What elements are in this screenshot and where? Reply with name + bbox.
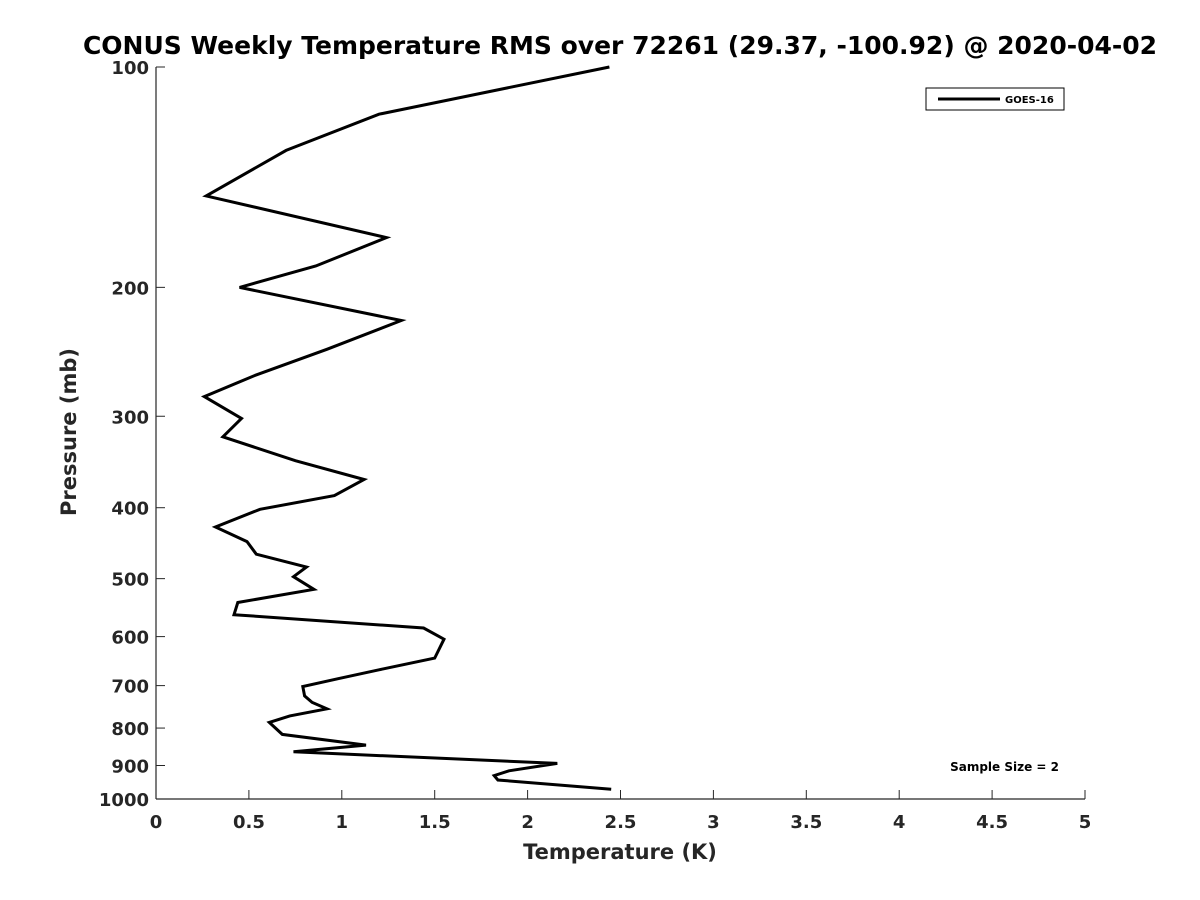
y-tick-label: 500 xyxy=(111,570,149,591)
x-tick-label: 1 xyxy=(336,812,349,833)
y-tick-label: 1000 xyxy=(99,790,149,811)
y-tick-label: 900 xyxy=(111,757,149,778)
x-tick-label: 0.5 xyxy=(233,812,265,833)
x-tick-label: 3.5 xyxy=(790,812,822,833)
series-line-goes-16 xyxy=(200,65,612,791)
sample-size-annotation: Sample Size = 2 xyxy=(950,760,1059,774)
x-tick-label: 1.5 xyxy=(419,812,451,833)
axes xyxy=(155,67,1085,800)
y-tick-label: 200 xyxy=(111,278,149,299)
chart-title: CONUS Weekly Temperature RMS over 72261 … xyxy=(83,31,1157,60)
legend-label-goes-16: GOES-16 xyxy=(1005,95,1054,106)
y-tick-label: 100 xyxy=(111,58,149,79)
y-tick-label: 800 xyxy=(111,719,149,740)
series-group xyxy=(200,65,612,791)
legend: GOES-16 xyxy=(925,87,1065,111)
x-tick-label: 2 xyxy=(521,812,534,833)
y-tick-label: 300 xyxy=(111,407,149,428)
x-tick-label: 4 xyxy=(893,812,906,833)
x-axis-label: Temperature (K) xyxy=(523,840,717,864)
y-tick-label: 600 xyxy=(111,628,149,649)
ticks: 0 0.5 1 1.5 2 2.5 3 3.5 4 4.5 5 100 200 300 400 500 600 7… xyxy=(99,58,1091,833)
y-tick-label: 700 xyxy=(111,677,149,698)
y-tick-label: 400 xyxy=(111,499,149,520)
x-tick-label: 5 xyxy=(1079,812,1092,833)
x-tick-label: 2.5 xyxy=(605,812,637,833)
x-tick-label: 3 xyxy=(707,812,720,833)
x-tick-label: 4.5 xyxy=(976,812,1008,833)
y-axis-label: Pressure (mb) xyxy=(57,348,81,516)
x-tick-label: 0 xyxy=(150,812,163,833)
